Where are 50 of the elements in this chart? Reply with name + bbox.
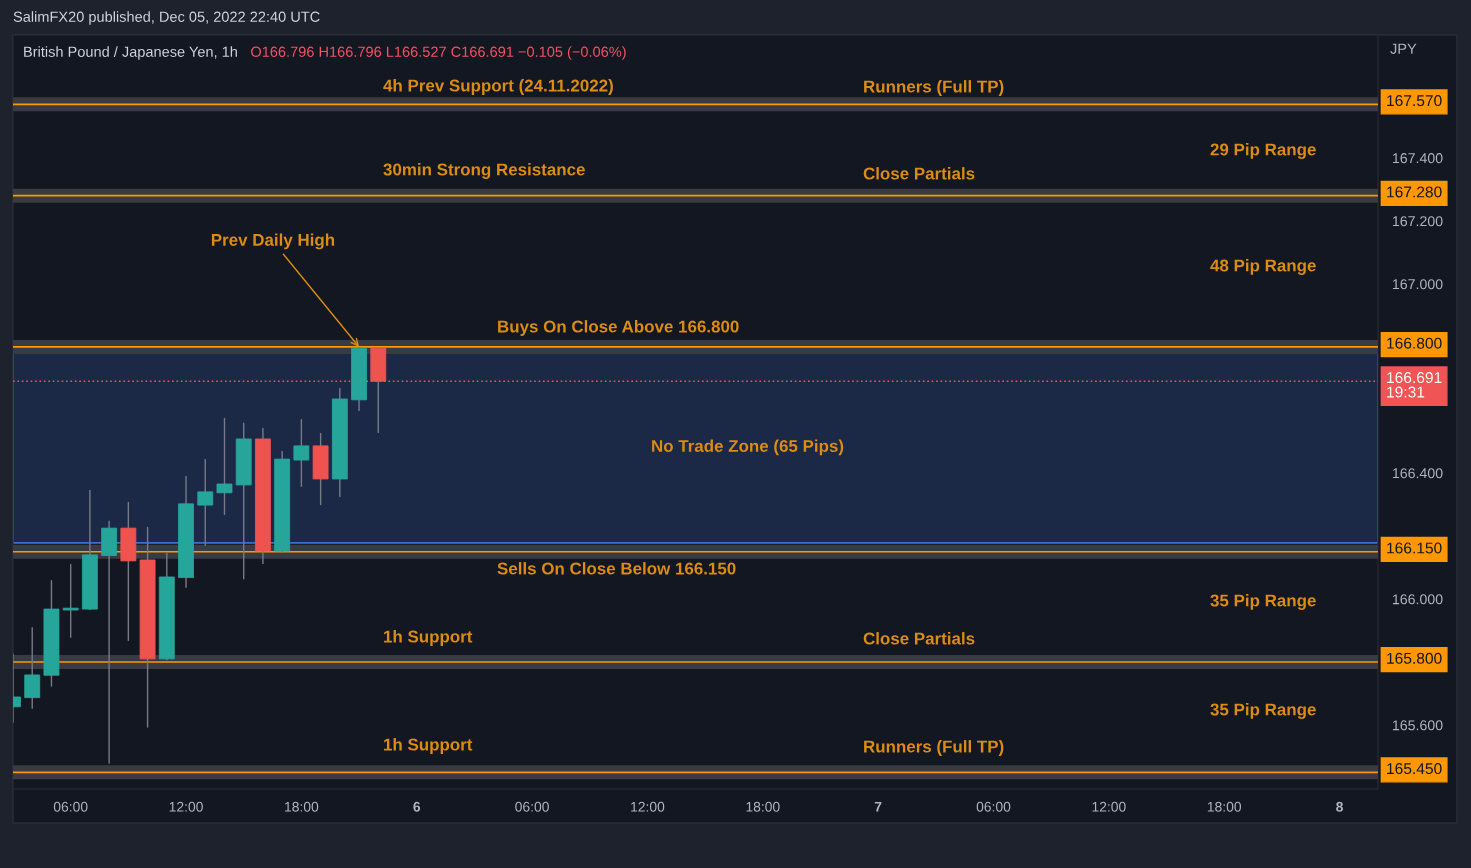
- annotation: Close Partials: [863, 167, 975, 180]
- annotation: Buys On Close Above 166.800: [498, 320, 739, 336]
- annotation: Close Partials: [863, 632, 975, 645]
- annotation: 48 Pip Range: [1210, 259, 1316, 275]
- x-tick-label: 7: [874, 802, 882, 812]
- annotation: 35 Pip Range: [1210, 594, 1316, 610]
- x-tick-label: 6: [413, 801, 421, 812]
- annotation: Runners (Full TP): [864, 80, 1004, 96]
- ref-line-label: 166.150: [1387, 542, 1442, 554]
- annotation: 35 Pip Range: [1210, 703, 1316, 719]
- x-tick-label: 06:00: [53, 801, 88, 812]
- annotation: 1h Support: [384, 630, 473, 646]
- candlestick: [293, 418, 310, 488]
- y-tick-label: 166.400: [1392, 468, 1443, 479]
- y-tick-label: 165.600: [1392, 720, 1443, 731]
- candlestick: [62, 563, 79, 639]
- x-tick-label: 12:00: [1092, 801, 1126, 812]
- ref-line-label: 166.691 19:31: [1387, 372, 1442, 398]
- annotation: Prev Daily High: [211, 233, 335, 250]
- text: British Pound / Japanese Yen, 1h: [24, 46, 237, 60]
- x-tick-label: 8: [1336, 801, 1343, 812]
- annotation: Sells On Close Below 166.150: [497, 562, 736, 575]
- x-tick-label: 06:00: [515, 801, 549, 812]
- ref-line-label: 165.800: [1387, 652, 1442, 664]
- x-tick-label: 12:00: [631, 801, 665, 812]
- annotation: 4h Prev Support (24.11.2022): [383, 79, 613, 95]
- x-tick-label: 18:00: [1207, 801, 1242, 812]
- band-label: No Trade Zone (65 Pips): [652, 439, 844, 456]
- y-tick-label: 166.000: [1392, 594, 1443, 605]
- annotation: O166.796 H166.796 L166.527 C166.691 −0.105 (−0.06%): [251, 46, 626, 60]
- y-tick-label: 167.000: [1392, 279, 1443, 290]
- candlestick: [197, 458, 214, 547]
- chart-title: SalimFX20 published, Dec 05, 2022 22:40 UTC: [13, 11, 320, 25]
- annotation: 1h Support: [384, 738, 473, 754]
- x-tick-label: 06:00: [976, 801, 1011, 812]
- ref-line-label: 166.800: [1387, 337, 1442, 349]
- ref-line-label: 167.570: [1387, 95, 1442, 107]
- x-tick-label: 18:00: [746, 801, 780, 812]
- ref-line-label: 167.280: [1387, 186, 1442, 198]
- x-tick-label: 18:00: [285, 801, 319, 812]
- y-tick-label: 167.400: [1392, 153, 1443, 164]
- annotation: 30min Strong Resistance: [383, 163, 585, 179]
- ref-line-label: 165.450: [1387, 763, 1442, 775]
- annotation: Runners (Full TP): [864, 740, 1004, 756]
- x-tick-label: 12:00: [169, 801, 203, 812]
- y-axis-title: JPY: [1390, 43, 1417, 54]
- y-tick-label: 167.200: [1392, 216, 1443, 227]
- candlestick: [24, 626, 41, 710]
- annotation: 29 Pip Range: [1210, 143, 1316, 159]
- candlestick: [216, 417, 233, 516]
